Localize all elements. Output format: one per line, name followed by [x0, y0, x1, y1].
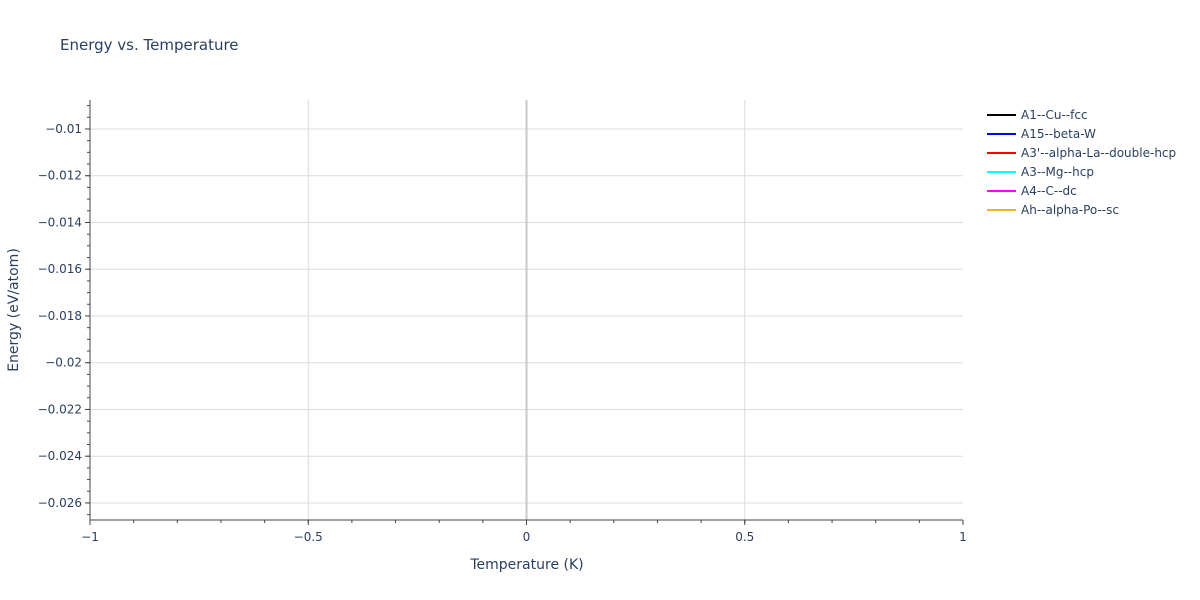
legend-label: A1--Cu--fcc — [1021, 108, 1088, 122]
gridlines — [90, 100, 963, 520]
y-axis-label: Energy (eV/atom) — [6, 248, 22, 372]
y-tick-label: −0.02 — [45, 356, 82, 370]
x-tick-label: 0 — [523, 530, 531, 544]
legend-label: A4--C--dc — [1021, 184, 1077, 198]
legend-label: Ah--alpha-Po--sc — [1021, 203, 1119, 217]
y-tick-label: −0.024 — [38, 449, 82, 463]
y-tick-label: −0.012 — [38, 169, 82, 183]
axes: −0.01 −0.012 −0.014 −0.016 −0.018 −0.02 −0.022… — [38, 100, 967, 544]
x-tick-label: −0.5 — [294, 530, 323, 544]
legend: A1--Cu--fcc A15--beta-W A3'--alpha-La--dou… — [987, 108, 1176, 217]
legend-label: A3'--alpha-La--double-hcp — [1021, 146, 1176, 160]
x-tick-label: −1 — [81, 530, 99, 544]
legend-label: A15--beta-W — [1021, 127, 1096, 141]
x-axis-label: Temperature (K) — [469, 557, 583, 573]
y-tick-label: −0.016 — [38, 262, 82, 276]
legend-label: A3--Mg--hcp — [1021, 165, 1094, 179]
x-tick-label: 0.5 — [735, 530, 754, 544]
x-tick-label: 1 — [959, 530, 967, 544]
y-tick-label: −0.018 — [38, 309, 82, 323]
y-tick-label: −0.014 — [38, 215, 82, 229]
y-tick-label: −0.022 — [38, 402, 82, 416]
y-tick-label: −0.01 — [45, 122, 82, 136]
chart-title: Energy vs. Temperature — [60, 36, 239, 54]
y-tick-label: −0.026 — [38, 496, 82, 510]
